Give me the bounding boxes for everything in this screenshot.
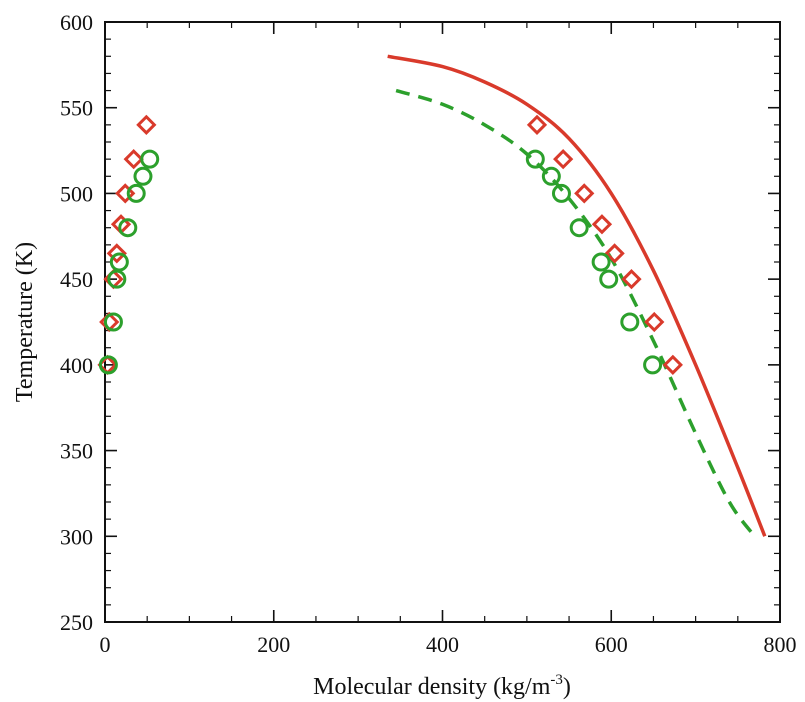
x-tick-label: 600 bbox=[595, 632, 628, 657]
circle-point bbox=[133, 166, 153, 186]
data-markers bbox=[97, 114, 683, 375]
diamond-point bbox=[106, 243, 127, 264]
y-tick-label: 450 bbox=[60, 267, 93, 292]
y-tick-label: 550 bbox=[60, 96, 93, 121]
x-tick-label: 0 bbox=[100, 632, 111, 657]
circle-point bbox=[140, 149, 160, 169]
x-tick-label: 200 bbox=[257, 632, 290, 657]
circle-point bbox=[103, 312, 123, 332]
x-tick-label: 400 bbox=[426, 632, 459, 657]
y-tick-label: 400 bbox=[60, 353, 93, 378]
diamond-point bbox=[604, 243, 625, 264]
circle-point bbox=[98, 355, 118, 375]
circle-point bbox=[126, 183, 146, 203]
circle-point bbox=[118, 218, 138, 238]
diamond-point bbox=[621, 269, 642, 290]
circle-point bbox=[591, 252, 611, 272]
solid-fit-line bbox=[387, 54, 767, 537]
fit-lines bbox=[387, 54, 767, 538]
diamond-point bbox=[136, 114, 157, 135]
circle-point bbox=[643, 355, 663, 375]
circle-point bbox=[109, 252, 129, 272]
circle-point bbox=[525, 149, 545, 169]
axis-ticks bbox=[104, 21, 781, 623]
x-axis-label: Molecular density (kg/m-3) bbox=[313, 672, 571, 700]
dashed-fit-line bbox=[395, 88, 757, 538]
circle-point bbox=[569, 218, 589, 238]
circle-point bbox=[620, 312, 640, 332]
y-axis-label: Temperature (K) bbox=[12, 242, 38, 402]
y-tick-label: 250 bbox=[60, 610, 93, 635]
y-tick-label: 300 bbox=[60, 524, 93, 549]
y-tick-label: 500 bbox=[60, 181, 93, 206]
diamond-point bbox=[123, 149, 144, 170]
diamond-point bbox=[662, 354, 683, 375]
circle-point bbox=[541, 166, 561, 186]
diamond-point bbox=[115, 183, 136, 204]
diamond-point bbox=[574, 183, 595, 204]
circle-point bbox=[551, 183, 571, 203]
diamond-point bbox=[526, 114, 548, 135]
diamond-point bbox=[591, 214, 613, 235]
y-tick-label: 350 bbox=[60, 439, 93, 464]
x-tick-label: 800 bbox=[764, 632, 797, 657]
tick-labels: 0 200 400 600 800 250 300 350 400 450 500 550 600 bbox=[60, 10, 797, 657]
y-tick-label: 600 bbox=[60, 10, 93, 35]
diamond-point bbox=[644, 311, 665, 333]
diamond-point bbox=[553, 149, 574, 170]
circle-point bbox=[599, 269, 619, 289]
